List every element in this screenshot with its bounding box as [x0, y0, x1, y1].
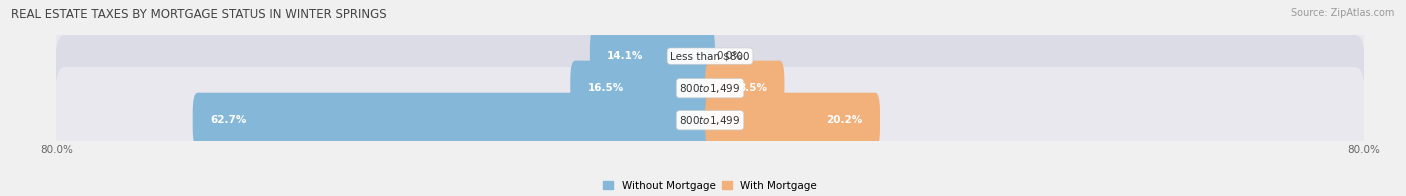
Text: 14.1%: 14.1% [607, 51, 644, 61]
FancyBboxPatch shape [706, 93, 880, 148]
Text: $800 to $1,499: $800 to $1,499 [679, 114, 741, 127]
Text: 0.0%: 0.0% [717, 51, 742, 61]
FancyBboxPatch shape [571, 61, 714, 116]
Text: Source: ZipAtlas.com: Source: ZipAtlas.com [1291, 8, 1395, 18]
FancyBboxPatch shape [193, 93, 714, 148]
Text: $800 to $1,499: $800 to $1,499 [679, 82, 741, 95]
Text: 16.5%: 16.5% [588, 83, 624, 93]
FancyBboxPatch shape [55, 3, 1365, 109]
Legend: Without Mortgage, With Mortgage: Without Mortgage, With Mortgage [603, 181, 817, 191]
Text: Less than $800: Less than $800 [671, 51, 749, 61]
Text: 8.5%: 8.5% [738, 83, 768, 93]
Text: REAL ESTATE TAXES BY MORTGAGE STATUS IN WINTER SPRINGS: REAL ESTATE TAXES BY MORTGAGE STATUS IN … [11, 8, 387, 21]
Text: 20.2%: 20.2% [827, 115, 863, 125]
Text: 62.7%: 62.7% [209, 115, 246, 125]
FancyBboxPatch shape [591, 29, 714, 84]
FancyBboxPatch shape [55, 67, 1365, 173]
FancyBboxPatch shape [55, 35, 1365, 142]
FancyBboxPatch shape [706, 61, 785, 116]
